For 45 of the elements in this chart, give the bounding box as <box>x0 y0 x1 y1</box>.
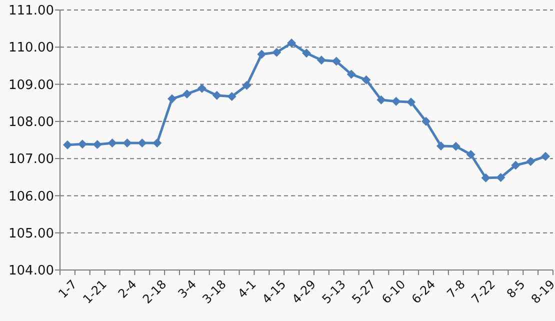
point <box>302 48 311 58</box>
point <box>62 140 72 150</box>
point <box>346 70 356 79</box>
y-tick-label: 106.00 <box>8 189 54 204</box>
y-tick-label: 104.00 <box>8 264 54 279</box>
point <box>242 80 252 90</box>
point <box>272 48 282 57</box>
y-tick-label: 105.00 <box>8 226 54 242</box>
point <box>481 173 490 182</box>
point <box>526 157 536 166</box>
x-tick-label: 7-8 <box>444 277 468 301</box>
point <box>511 160 520 170</box>
point <box>78 140 87 149</box>
point <box>362 75 371 84</box>
point <box>122 138 132 148</box>
point <box>406 98 416 107</box>
point <box>332 56 341 66</box>
point <box>92 140 102 149</box>
x-tick-label: 2-4 <box>116 277 140 301</box>
point <box>376 95 386 104</box>
point <box>392 96 401 106</box>
y-tick-label: 111.00 <box>8 4 54 19</box>
x-tick-label: 1-7 <box>56 277 80 301</box>
point <box>466 150 476 159</box>
point <box>152 138 162 148</box>
point <box>496 173 506 182</box>
y-tick-label: 109.00 <box>8 78 54 93</box>
point <box>108 138 117 148</box>
point <box>436 141 446 150</box>
y-tick-label: 108.00 <box>8 114 54 130</box>
x-tick-label: 4-1 <box>235 277 259 301</box>
point <box>257 50 266 59</box>
y-tick-label: 107.00 <box>8 152 54 168</box>
point <box>227 92 236 102</box>
point <box>541 152 550 161</box>
point <box>197 84 206 93</box>
x-tick-label: 8-5 <box>504 277 528 301</box>
point <box>168 94 177 104</box>
point <box>316 56 326 65</box>
y-tick-label: 110.00 <box>8 40 54 56</box>
point <box>212 90 222 100</box>
x-tick-label: 3-4 <box>175 277 200 301</box>
point <box>422 116 431 126</box>
point <box>182 89 192 98</box>
point <box>287 38 296 48</box>
